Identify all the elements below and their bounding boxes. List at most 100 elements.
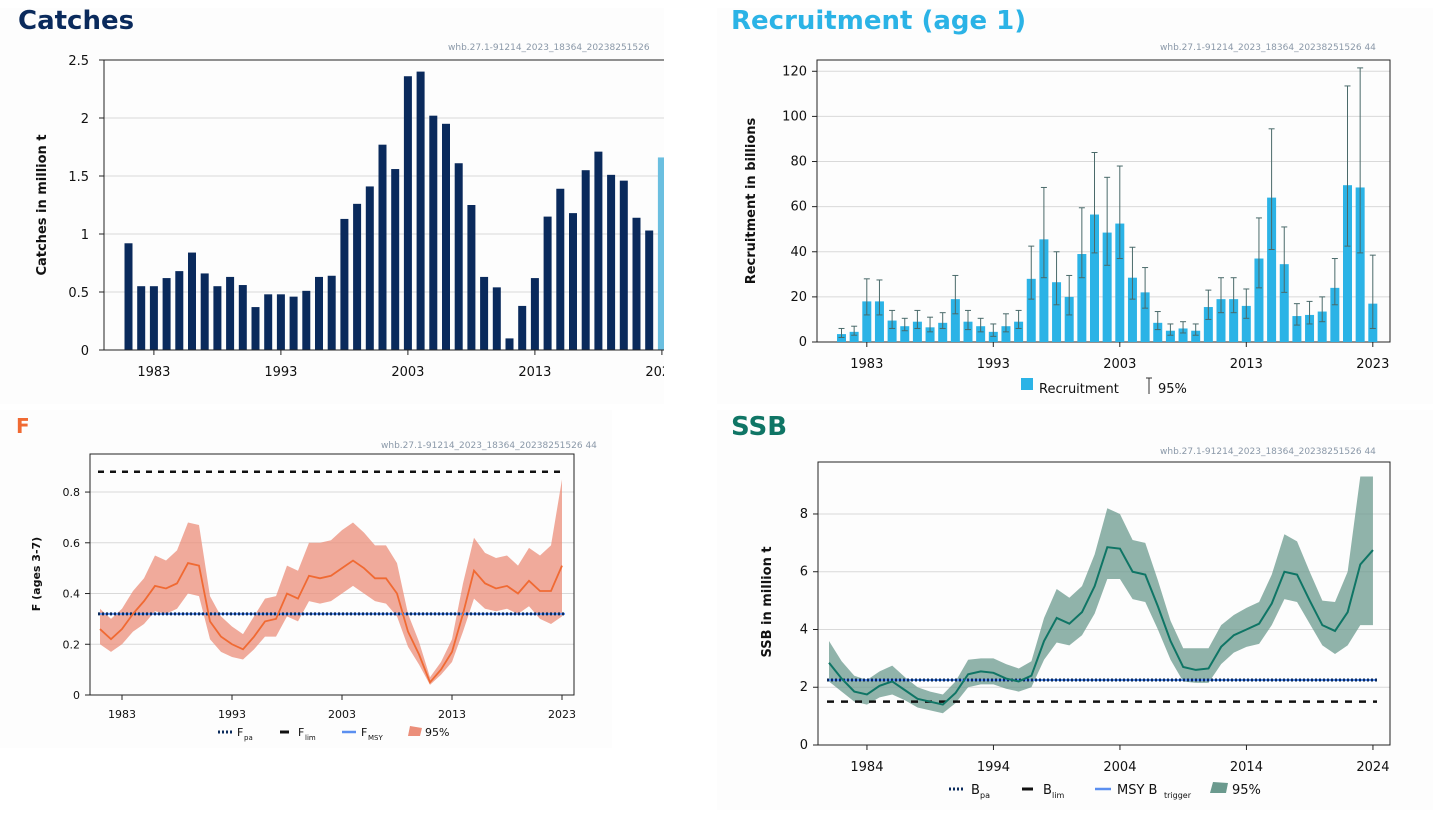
x-tick-label: 2003 — [391, 365, 424, 380]
recruitment-bar — [1178, 328, 1188, 342]
y-tick-label: 80 — [790, 155, 807, 170]
catch-bar — [175, 271, 184, 350]
catch-bar — [467, 205, 476, 350]
recruitment-bar — [1343, 185, 1352, 342]
recruitment-bar — [1355, 187, 1365, 342]
recruitment-bar — [1077, 254, 1087, 342]
y-tick-label: 0.5 — [68, 286, 89, 301]
catch-bar — [137, 286, 146, 350]
x-tick-label: 2004 — [1103, 760, 1136, 775]
catch-bar — [518, 305, 527, 350]
x-tick-label: 1993 — [264, 365, 297, 380]
x-tick-label: 2013 — [1230, 357, 1263, 372]
catch-bar — [530, 278, 539, 350]
f-line — [99, 559, 563, 685]
recruitment-bar — [1279, 264, 1289, 342]
ssb-line — [828, 546, 1374, 706]
ssb-panel: 0 2 4 6 8 1984 1994 2004 2014 2024 SSB in million … — [717, 410, 1433, 810]
f-title: F — [16, 414, 30, 438]
catch-bar — [149, 286, 158, 350]
y-tick-label: 0.2 — [63, 638, 81, 651]
recruitment-bar — [1292, 316, 1302, 342]
recruitment-bar — [837, 334, 846, 342]
y-tick-label: 0.4 — [63, 588, 81, 601]
catch-bar — [238, 285, 247, 350]
recruitment-bar — [1153, 322, 1163, 342]
catch-bar — [251, 307, 260, 350]
recruitment-bar — [1001, 326, 1011, 342]
recruitment-bar — [912, 321, 922, 342]
x-tick-label: 1984 — [850, 760, 883, 775]
x-tick-label: 2013 — [438, 708, 466, 721]
catch-bar — [594, 151, 603, 350]
recruitment-bar — [1254, 258, 1264, 342]
x-tick-label: 2023 — [1356, 357, 1389, 372]
ssb-title: SSB — [731, 412, 788, 442]
y-tick-label: 60 — [790, 200, 807, 215]
y-tick-label: 0 — [81, 344, 89, 359]
recruitment-bar — [1330, 287, 1340, 342]
catch-bar — [429, 115, 438, 351]
x-tick-label: 2013 — [518, 365, 551, 380]
y-tick-label: 120 — [782, 64, 807, 79]
y-tick-label: 0.8 — [63, 486, 81, 499]
x-tick-label: 2014 — [1230, 760, 1263, 775]
legend-bpa-sub: pa — [980, 791, 990, 800]
plot-frame — [817, 461, 1391, 746]
legend-flim-label: F — [298, 726, 304, 739]
recruitment-bar — [1115, 223, 1125, 342]
catch-bar — [162, 278, 171, 350]
legend-band-label: 95% — [425, 726, 449, 739]
y-tick-label: 2.5 — [68, 54, 89, 69]
legend-band-label: 95% — [1232, 783, 1261, 798]
x-tick-label: 2023 — [548, 708, 576, 721]
x-tick-label: 1983 — [108, 708, 136, 721]
y-tick-label: 0 — [799, 335, 807, 350]
f-confidence-band — [100, 479, 562, 685]
plot-frame — [89, 453, 575, 696]
y-tick-label: 100 — [782, 109, 807, 124]
legend-fmsy-sub: MSY — [368, 734, 383, 742]
f-watermark: whb.27.1-91214_2023_18364_20238251526 44 — [381, 441, 597, 451]
catch-bar — [607, 174, 616, 350]
x-tick-label: 2003 — [328, 708, 356, 721]
catch-bar — [645, 230, 654, 350]
recruitment-bar — [1014, 321, 1024, 342]
recruitment-bar — [1064, 296, 1074, 342]
legend-msy-sub: trigger — [1164, 791, 1192, 800]
y-axis-label: F (ages 3-7) — [30, 537, 43, 611]
legend-msy-label: MSY B — [1117, 783, 1157, 798]
catch-bar — [403, 76, 412, 351]
recruitment-bar — [874, 301, 884, 342]
f-panel: 0 0.2 0.4 0.6 0.8 1983 1993 2003 2013 2023 F (ages… — [0, 410, 612, 748]
catch-bar — [442, 123, 450, 350]
recruitment-bar — [988, 331, 998, 342]
y-tick-label: 40 — [790, 245, 807, 260]
catch-bar — [632, 217, 641, 350]
recruitment-bar — [1305, 314, 1315, 342]
y-tick-label: 2 — [800, 680, 808, 695]
recruitment-chart: 0 20 40 60 80 100 120 1983 1993 2003 2013 2023 Recru… — [744, 59, 1391, 397]
ssb-confidence-band — [829, 476, 1373, 714]
legend-recruitment-swatch — [1021, 378, 1033, 390]
catch-bar — [480, 276, 489, 350]
recruitment-bar — [1039, 239, 1049, 342]
catch-bar — [213, 286, 222, 350]
recruitment-bar — [976, 326, 986, 342]
y-axis-label: SSB in million t — [760, 546, 775, 657]
recruitment-bar — [1090, 214, 1099, 342]
recruitment-bar — [950, 299, 960, 342]
legend-flim-sub: lim — [305, 734, 316, 742]
recruitment-bar — [1216, 299, 1226, 342]
recruitment-bar — [1127, 277, 1137, 342]
catch-bar — [657, 157, 664, 350]
catch-bar — [492, 287, 501, 350]
recruitment-bar — [925, 327, 935, 342]
ssb-chart: 0 2 4 6 8 1984 1994 2004 2014 2024 SSB in million … — [760, 461, 1391, 800]
x-tick-label: 1993 — [977, 357, 1010, 372]
catch-bar — [416, 71, 425, 350]
catch-bar — [365, 186, 374, 350]
y-tick-label: 1 — [81, 228, 89, 243]
y-tick-label: 2 — [81, 112, 89, 127]
recruitment-title: Recruitment (age 1) — [731, 6, 1027, 36]
